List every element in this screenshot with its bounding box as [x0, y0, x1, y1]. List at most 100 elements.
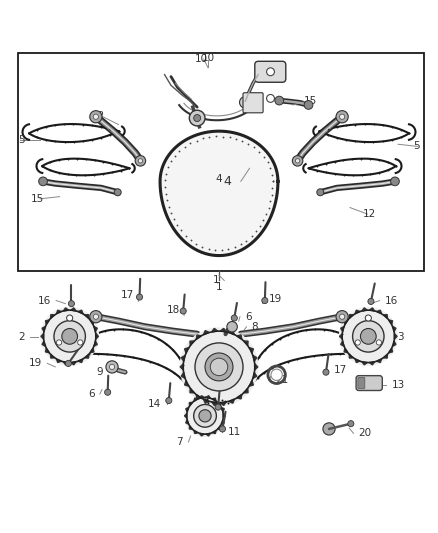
- Polygon shape: [42, 341, 46, 346]
- Polygon shape: [244, 341, 248, 345]
- Polygon shape: [218, 426, 221, 429]
- Polygon shape: [196, 394, 201, 399]
- Polygon shape: [254, 364, 258, 370]
- Circle shape: [93, 314, 99, 319]
- Circle shape: [105, 389, 111, 395]
- Polygon shape: [221, 420, 224, 424]
- Polygon shape: [212, 398, 216, 401]
- Polygon shape: [41, 334, 44, 339]
- Polygon shape: [186, 420, 189, 424]
- Polygon shape: [94, 327, 97, 332]
- Circle shape: [240, 96, 251, 108]
- Polygon shape: [249, 381, 254, 386]
- Text: 18: 18: [195, 406, 208, 416]
- Circle shape: [67, 315, 73, 321]
- Text: 19: 19: [269, 294, 283, 304]
- Polygon shape: [181, 373, 185, 378]
- Polygon shape: [46, 348, 49, 353]
- Polygon shape: [341, 327, 344, 332]
- FancyBboxPatch shape: [18, 53, 424, 271]
- Circle shape: [110, 364, 115, 369]
- Polygon shape: [341, 341, 344, 346]
- Polygon shape: [369, 362, 374, 365]
- Circle shape: [180, 328, 258, 406]
- Text: 9: 9: [97, 367, 103, 377]
- Circle shape: [323, 369, 329, 375]
- Polygon shape: [184, 414, 187, 418]
- Circle shape: [292, 156, 303, 166]
- Circle shape: [339, 308, 397, 365]
- Polygon shape: [71, 308, 76, 311]
- Circle shape: [368, 298, 374, 304]
- Polygon shape: [78, 359, 83, 362]
- Text: 17: 17: [333, 366, 346, 375]
- Polygon shape: [64, 308, 69, 311]
- Polygon shape: [377, 310, 381, 314]
- Polygon shape: [212, 402, 218, 406]
- Circle shape: [365, 315, 371, 321]
- Polygon shape: [51, 354, 55, 358]
- Circle shape: [353, 321, 384, 352]
- Polygon shape: [362, 308, 367, 311]
- Circle shape: [90, 311, 102, 323]
- Circle shape: [114, 189, 121, 196]
- FancyBboxPatch shape: [255, 61, 286, 82]
- Polygon shape: [90, 320, 94, 325]
- Text: 1: 1: [212, 276, 219, 286]
- Circle shape: [189, 110, 205, 126]
- Polygon shape: [229, 330, 234, 335]
- Circle shape: [205, 353, 233, 381]
- Circle shape: [215, 404, 221, 410]
- Text: 19: 19: [29, 358, 42, 368]
- Circle shape: [68, 301, 74, 306]
- Text: 12: 12: [92, 111, 106, 121]
- Polygon shape: [389, 348, 392, 353]
- Circle shape: [336, 111, 348, 123]
- Circle shape: [194, 115, 201, 122]
- Circle shape: [93, 114, 99, 119]
- Polygon shape: [85, 354, 89, 358]
- Polygon shape: [57, 359, 61, 362]
- Polygon shape: [355, 310, 360, 314]
- Polygon shape: [249, 348, 254, 353]
- Polygon shape: [189, 426, 193, 429]
- Polygon shape: [90, 348, 94, 353]
- Polygon shape: [392, 341, 396, 346]
- Polygon shape: [377, 359, 381, 362]
- Polygon shape: [181, 356, 185, 361]
- Polygon shape: [94, 341, 97, 346]
- Circle shape: [199, 410, 211, 422]
- Polygon shape: [184, 348, 189, 353]
- Polygon shape: [46, 320, 49, 325]
- Circle shape: [360, 328, 376, 344]
- Polygon shape: [349, 314, 353, 318]
- Polygon shape: [96, 334, 99, 339]
- Circle shape: [323, 423, 335, 435]
- Polygon shape: [57, 310, 61, 314]
- Polygon shape: [204, 399, 209, 403]
- Text: 7: 7: [177, 437, 183, 447]
- Polygon shape: [362, 362, 367, 365]
- Polygon shape: [383, 314, 387, 318]
- Text: 13: 13: [392, 380, 405, 390]
- Polygon shape: [212, 431, 216, 433]
- Circle shape: [339, 314, 345, 319]
- Text: 10: 10: [201, 53, 215, 63]
- Text: 5: 5: [18, 135, 25, 145]
- Polygon shape: [344, 320, 348, 325]
- Polygon shape: [189, 402, 193, 406]
- Text: 20: 20: [359, 429, 372, 438]
- Polygon shape: [180, 364, 184, 370]
- Polygon shape: [220, 328, 226, 332]
- Text: 4: 4: [215, 174, 223, 184]
- Polygon shape: [253, 373, 257, 378]
- Text: 12: 12: [363, 209, 376, 219]
- Polygon shape: [206, 433, 210, 436]
- Polygon shape: [194, 398, 198, 401]
- Circle shape: [267, 68, 275, 76]
- Circle shape: [231, 315, 237, 321]
- Circle shape: [271, 369, 283, 381]
- Polygon shape: [344, 348, 348, 353]
- Circle shape: [137, 294, 143, 300]
- Polygon shape: [355, 359, 360, 362]
